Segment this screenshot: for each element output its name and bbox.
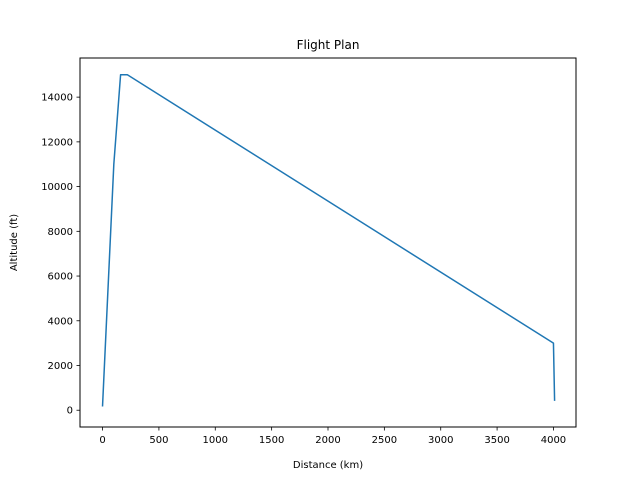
y-tick-label: 8000: [48, 227, 73, 238]
y-tick-label: 2000: [48, 361, 73, 372]
x-tick-label: 4000: [541, 435, 566, 446]
x-axis-label: Distance (km): [293, 460, 363, 471]
x-tick-label: 3500: [484, 435, 509, 446]
y-tick-label: 4000: [48, 316, 73, 327]
ticks-layer: 0 500 1000 1500 2000 2500 3000 3500 4000 0 2000 400…: [41, 93, 566, 446]
y-tick-label: 14000: [41, 93, 73, 104]
y-tick-label: 0: [67, 406, 73, 417]
x-tick-label: 2000: [315, 435, 340, 446]
x-tick-label: 3000: [428, 435, 453, 446]
y-tick-label: 10000: [41, 182, 73, 193]
x-tick-label: 1000: [203, 435, 228, 446]
plot-layer: [101, 74, 556, 407]
chart-title: Flight Plan: [297, 38, 360, 52]
series-line-0: [101, 74, 556, 407]
x-tick-label: 0: [99, 435, 105, 446]
y-tick-label: 12000: [41, 137, 73, 148]
y-tick-label: 6000: [48, 272, 73, 283]
y-axis-label: Altitude (ft): [9, 214, 20, 271]
x-tick-label: 1500: [259, 435, 284, 446]
x-tick-label: 2500: [372, 435, 397, 446]
x-tick-label: 500: [149, 435, 168, 446]
